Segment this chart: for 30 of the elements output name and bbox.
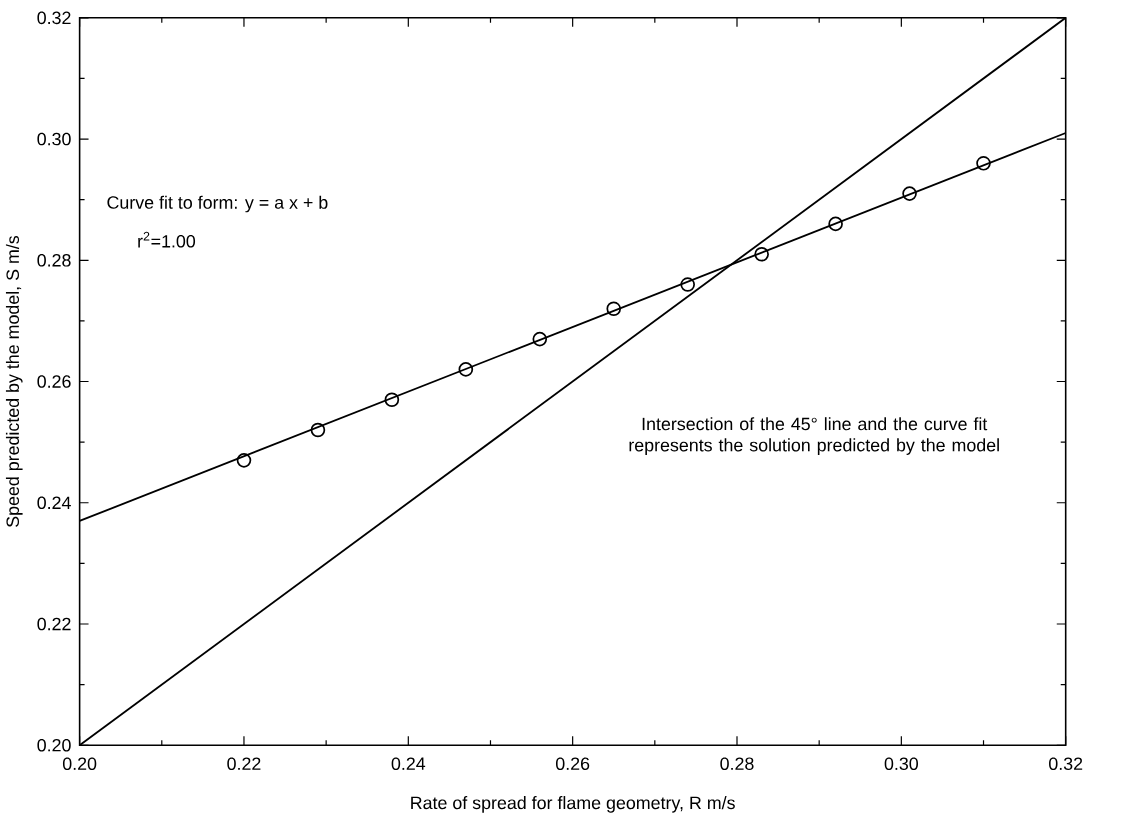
- point: [236, 453, 252, 468]
- point: [902, 186, 917, 202]
- point: [458, 362, 474, 377]
- point: [976, 156, 991, 171]
- y-tick-label: 0.28: [37, 254, 71, 267]
- y-tick-label: 0.20: [37, 739, 71, 752]
- x-tick-label: 0.30: [884, 757, 918, 771]
- y-axis-title: Speed predicted by the model, S m/s: [5, 236, 23, 528]
- x-tick-label: 0.26: [556, 757, 590, 771]
- point: [532, 332, 548, 347]
- point: [828, 216, 843, 232]
- point: [680, 277, 695, 293]
- x-tick-label: 0.20: [62, 757, 97, 771]
- point: [310, 422, 326, 438]
- annotation: Intersection of the 45° line and the curve fit represents the solution predicted by the model: [629, 417, 999, 456]
- point: [606, 301, 622, 317]
- y-tick-label: 0.22: [37, 617, 71, 631]
- point: [384, 392, 400, 408]
- y-tick-label: 0.32: [37, 11, 71, 25]
- annotation: Curve fit to form: y = a x + b: [107, 195, 328, 213]
- x-tick-label: 0.22: [227, 757, 261, 771]
- y-tick-label: 0.26: [37, 375, 71, 389]
- x-tick-label: 0.28: [720, 757, 754, 771]
- y-tick-label: 0.30: [37, 132, 71, 146]
- x-tick-label: 0.32: [1049, 757, 1083, 771]
- x-tick-label: 0.24: [391, 757, 426, 771]
- x-axis-title: Rate of spread for flame geometry, R m/s: [411, 796, 735, 813]
- y-tick-label: 0.24: [37, 496, 71, 510]
- annotation: r$^{2}$=1.00: [138, 232, 196, 248]
- point: [754, 247, 769, 262]
